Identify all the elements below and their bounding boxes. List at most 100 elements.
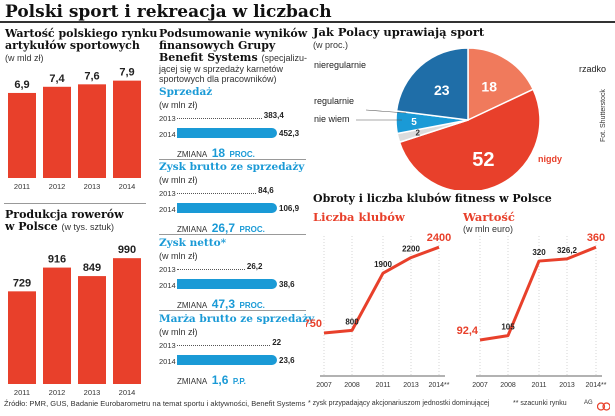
benefit-title-line3: Benefit Systems [159, 51, 258, 64]
x-tick-label: 2013 [84, 388, 101, 396]
pie-value-label: 52 [472, 149, 494, 171]
benefit-section-unit: (w mln zł) [159, 175, 198, 185]
benefit-year-label: 2013 [159, 341, 176, 350]
point-value-label: 800 [345, 317, 359, 326]
market-value-title-line1: Wartość polskiego rynku [5, 27, 158, 40]
x-tick-label: 2007 [472, 382, 488, 389]
benefit-note-line3: sportowych dla pracowników) [159, 74, 277, 84]
bar-2014 [113, 258, 141, 384]
market-value-unit: (w mld zł) [5, 53, 44, 63]
bike-production-unit: (w tys. sztuk) [61, 222, 115, 232]
point-value-label: 1900 [374, 260, 392, 269]
pie-value-label: 23 [434, 82, 450, 98]
benefit-section: Sprzedaż (w mln zł) 2013 383,4 2014 452,3 ZMIA… [159, 86, 307, 160]
pie-category-label: nie wiem [314, 114, 350, 124]
fitness-value-subtitle: Wartość [463, 210, 515, 224]
benefit-section-title: Zysk netto* [159, 237, 227, 249]
pie-value-label: 5 [411, 117, 417, 128]
x-tick-label: 2011 [531, 382, 546, 389]
benefit-change: ZMIANA 18 PROC. [159, 144, 255, 162]
benefit-year-label: 2014 [159, 281, 176, 290]
benefit-title-line2: finansowych Grupy [159, 39, 276, 52]
benefit-title-line1: Podsumowanie wyników [159, 27, 308, 40]
x-tick-label: 2013 [84, 182, 101, 191]
benefit-value-2014: 452,3 [279, 129, 300, 138]
bike-production-title-line2: w Polsce [5, 220, 58, 233]
x-tick-label: 2013 [559, 382, 575, 389]
series-line [323, 245, 440, 335]
benefit-bar-2014 [177, 128, 277, 138]
benefit-year-label: 2014 [159, 357, 176, 366]
divider [4, 203, 146, 204]
fitness-clubs-chart: 750 2007 800 2008 1900 2011 2200 2013 2400 2014** [306, 232, 451, 389]
benefit-section-unit: (w mln zł) [159, 327, 198, 337]
point-value-label: 320 [532, 248, 546, 257]
benefit-change: ZMIANA 47,3 PROC. [159, 295, 265, 313]
bike-production-title-line1: Produkcja rowerów [5, 208, 124, 221]
change-label: ZMIANA [177, 225, 208, 234]
benefit-value-2013: 22 [272, 338, 282, 347]
bar-value-label: 7,9 [119, 67, 134, 79]
benefit-change: ZMIANA 1,6 P.P. [159, 371, 246, 389]
benefit-section-title: Sprzedaż [159, 86, 213, 98]
change-label: ZMIANA [177, 150, 208, 159]
bar-2013 [78, 84, 106, 178]
change-value: 26,7 [211, 221, 236, 235]
x-tick-label: 2012 [49, 388, 66, 396]
bar-2012 [43, 86, 71, 178]
point-value-label: 326,2 [557, 246, 578, 255]
benefit-bar-2013 [177, 118, 262, 120]
point-value-label: 105 [501, 323, 515, 332]
pie-value-label: 18 [481, 78, 497, 94]
bar-value-label: 990 [118, 244, 136, 256]
change-unit: P.P. [232, 377, 246, 386]
change-unit: PROC. [239, 225, 265, 234]
benefit-year-label: 2013 [159, 189, 176, 198]
market-value-title: Wartość polskiego rynku artykułów sporto… [5, 28, 157, 52]
market-value-chart: 6,9 2011 7,4 2012 7,6 2013 7,9 2014 [8, 67, 141, 191]
x-tick-label: 2014** [585, 382, 606, 389]
change-label: ZMIANA [177, 377, 208, 386]
pie-category-label: regularnie [314, 96, 354, 106]
bar-value-label: 916 [48, 254, 66, 266]
divider [159, 234, 306, 235]
source-note: Źródło: PMR, GUS, Badanie Eurobarometru … [4, 399, 306, 408]
market-value-title-line2: artykułów sportowych [5, 39, 140, 52]
benefit-year-label: 2014 [159, 130, 176, 139]
x-tick-label: 2012 [49, 182, 66, 191]
pie-category-label: nieregularnie [314, 60, 366, 70]
benefit-note-line2: jącej się w sprzedaży karnetów [159, 64, 284, 74]
bar-value-label: 7,6 [84, 70, 99, 82]
bike-production-title: Produkcja rowerów w Polsce (w tys. sztuk… [5, 209, 124, 233]
divider [159, 159, 306, 160]
benefit-bar-2014 [177, 355, 277, 365]
change-unit: PROC. [229, 150, 255, 159]
x-tick-label: 2011 [14, 182, 30, 191]
benefit-year-label: 2014 [159, 205, 176, 214]
benefit-change: ZMIANA 26,7 PROC. [159, 219, 265, 237]
fitness-value-chart: 92,4 2007 105 2008 320 2011 326,2 2013 360 2014** [457, 232, 607, 389]
benefit-value-2013: 383,4 [263, 111, 284, 120]
x-tick-label: 2014 [119, 388, 136, 396]
benefit-bar-2013 [177, 193, 257, 195]
x-tick-label: 2014** [428, 382, 449, 389]
change-unit: PROC. [239, 301, 265, 310]
bar-2012 [43, 267, 71, 384]
bar-2011 [8, 92, 36, 178]
pie-leader-line [365, 109, 407, 114]
benefit-value-2013: 26,2 [246, 262, 263, 271]
x-tick-label: 2008 [500, 382, 516, 389]
x-tick-label: 2011 [14, 388, 30, 396]
benefit-year-label: 2013 [159, 265, 176, 274]
fitness-value-unit: (w mln euro) [463, 224, 514, 234]
point-value-label: 92,4 [457, 325, 479, 337]
benefit-value-2014: 106,9 [279, 204, 300, 213]
benefit-bar-2013 [177, 269, 245, 271]
change-value: 47,3 [211, 297, 236, 311]
x-tick-label: 2007 [316, 382, 332, 389]
benefit-section: Zysk netto* (w mln zł) 2013 26,2 2014 38,6 ZMI… [159, 237, 307, 311]
change-value: 1,6 [211, 373, 229, 387]
fitness-title: Obroty i liczba klubów fitness w Polsce [313, 192, 552, 205]
footnote-profit: * zysk przypadający akcjonariuszom jedno… [308, 400, 490, 407]
benefit-note-line1: (specjalizu- [261, 53, 307, 63]
